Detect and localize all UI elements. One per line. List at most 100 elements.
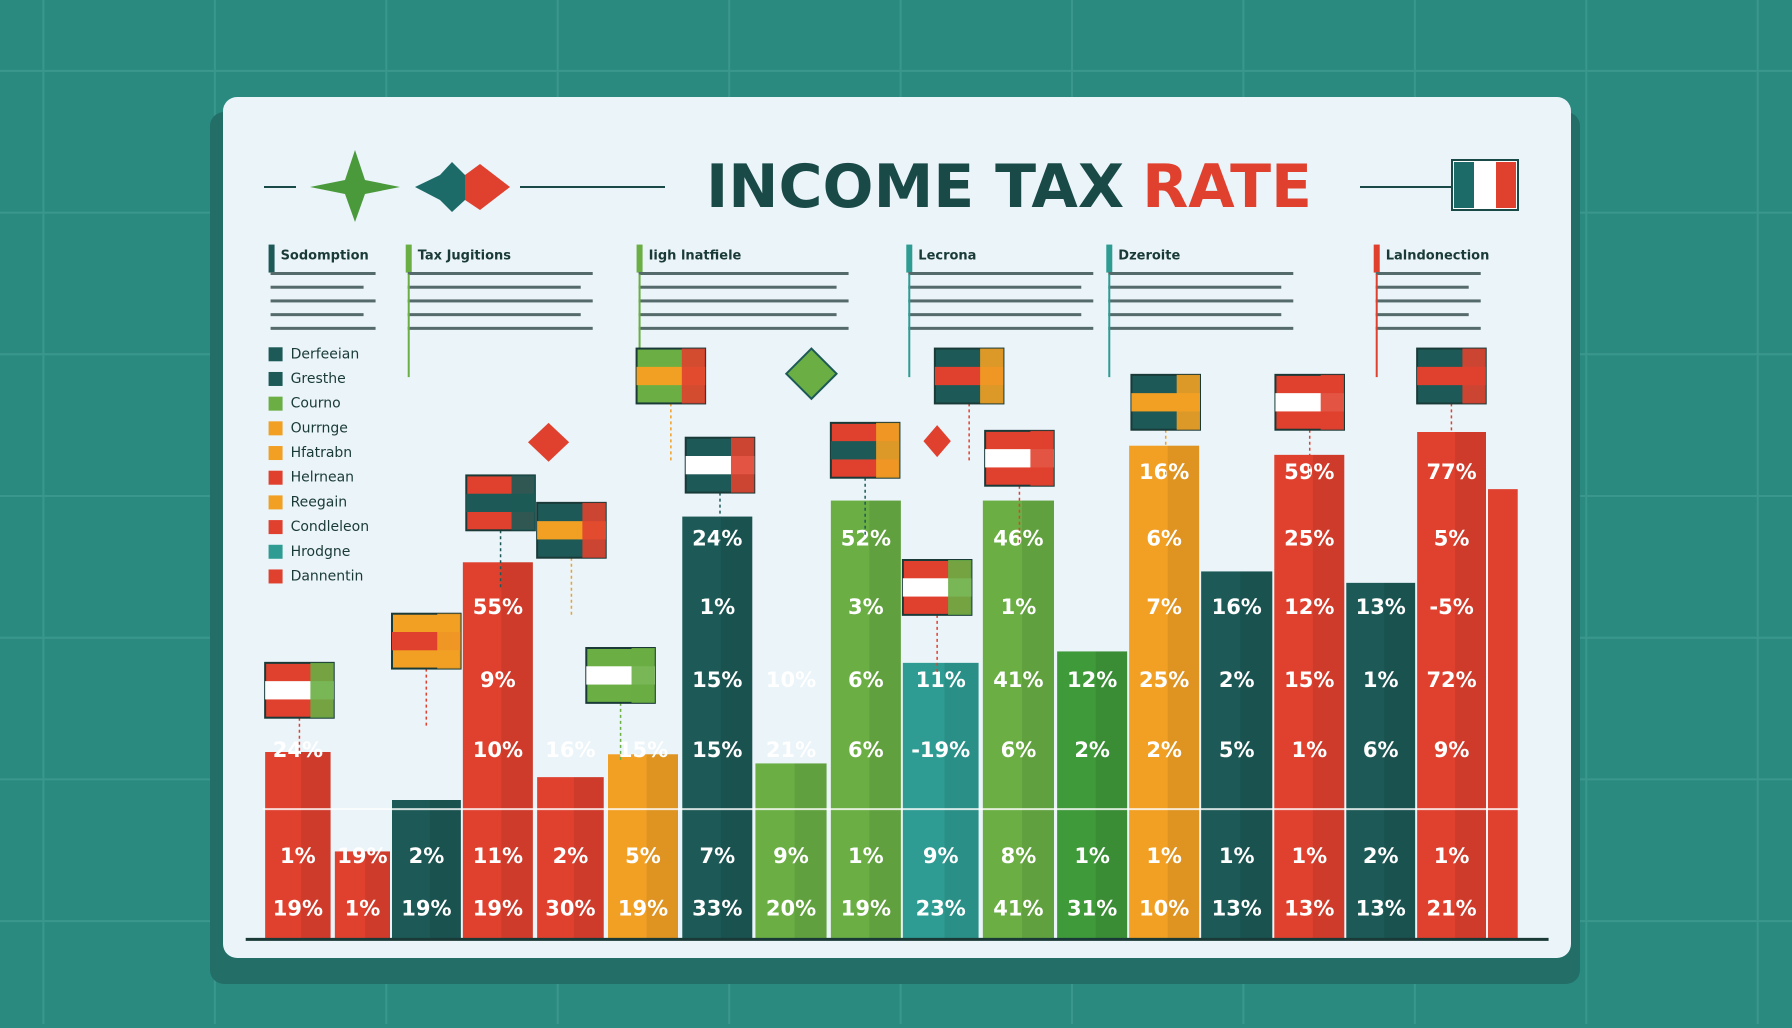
note-line bbox=[407, 313, 581, 317]
note-line bbox=[407, 299, 593, 303]
note-heading: Lalndonection bbox=[1386, 249, 1490, 264]
bar-label: 1% bbox=[1363, 668, 1399, 692]
bar-label: 1% bbox=[1291, 738, 1327, 762]
bar-label: 1% bbox=[848, 844, 884, 868]
notes: Sodomption Tax Jugitions Iigh lnatfiele Lec… bbox=[268, 244, 1490, 378]
legend-label: Dannentin bbox=[291, 568, 364, 584]
note-line bbox=[407, 285, 581, 289]
legend-label: Ourrnge bbox=[291, 420, 348, 436]
bar-label: 1% bbox=[1146, 844, 1182, 868]
bar-label: 2% bbox=[553, 844, 589, 868]
note-line bbox=[638, 299, 849, 303]
legend-swatch bbox=[268, 544, 283, 559]
bar-label: 9% bbox=[773, 844, 809, 868]
bar-label: 8% bbox=[1001, 844, 1037, 868]
bar-label: 9% bbox=[480, 668, 516, 692]
bar-label: 15% bbox=[618, 738, 668, 762]
bar-label: 6% bbox=[1363, 738, 1399, 762]
bar-label: 5% bbox=[625, 844, 661, 868]
legend-swatch bbox=[268, 396, 283, 411]
bar-label: 1% bbox=[1074, 844, 1110, 868]
note-line bbox=[1375, 272, 1481, 275]
bar-shade bbox=[944, 662, 979, 940]
bar bbox=[537, 777, 604, 940]
bar-label: 1% bbox=[699, 595, 735, 619]
note-heading: Sodomption bbox=[281, 249, 369, 264]
legend-label: Gresthe bbox=[291, 371, 346, 387]
bar-label: 12% bbox=[1284, 595, 1334, 619]
bar-label: 2% bbox=[1146, 738, 1182, 762]
bar bbox=[265, 752, 331, 940]
bar-label: 16% bbox=[1139, 460, 1189, 484]
flag-stripe bbox=[730, 437, 755, 493]
note-marker bbox=[906, 244, 913, 273]
bar-label: 3% bbox=[848, 595, 884, 619]
bar-label: 41% bbox=[993, 668, 1043, 692]
bar-label: 2% bbox=[1363, 844, 1399, 868]
note-line bbox=[1375, 313, 1469, 317]
note-line bbox=[270, 272, 376, 275]
bar-shade bbox=[794, 763, 827, 940]
bar-shade bbox=[1384, 582, 1416, 940]
note-marker bbox=[268, 244, 275, 273]
legend-swatch bbox=[268, 421, 283, 436]
bar bbox=[682, 516, 753, 940]
bar bbox=[608, 754, 678, 940]
bar-label: 52% bbox=[841, 526, 891, 550]
note-line bbox=[638, 326, 849, 330]
bar-label: 19% bbox=[841, 897, 891, 921]
bar-label: 77% bbox=[1426, 460, 1476, 484]
bar bbox=[1057, 651, 1128, 940]
bar-shade bbox=[869, 500, 901, 940]
bar-label: 11% bbox=[916, 668, 966, 692]
bar-label: 1% bbox=[1219, 844, 1255, 868]
flag-stripe bbox=[1496, 162, 1516, 208]
bar-label: 23% bbox=[916, 897, 966, 921]
bar-shade bbox=[429, 800, 461, 940]
bar-label: 13% bbox=[1356, 595, 1406, 619]
bar-label: 10% bbox=[473, 738, 523, 762]
note-line bbox=[1375, 285, 1469, 289]
note-line bbox=[270, 285, 364, 289]
bar-label: 72% bbox=[1426, 668, 1476, 692]
bar-label: 1% bbox=[1434, 844, 1470, 868]
bar-label: 13% bbox=[1212, 897, 1262, 921]
title-main: INCOME TAX bbox=[706, 152, 1124, 222]
bar bbox=[1417, 432, 1486, 940]
note-line bbox=[407, 272, 593, 275]
bar-label: 24% bbox=[692, 526, 742, 550]
bar-shade bbox=[501, 562, 533, 940]
bar-label: 15% bbox=[692, 668, 742, 692]
note-line bbox=[908, 272, 1094, 275]
note-line bbox=[908, 285, 1082, 289]
legend-label: Reegain bbox=[291, 494, 348, 510]
note-line bbox=[407, 326, 593, 330]
note-heading: Tax Jugitions bbox=[418, 249, 512, 264]
bar bbox=[1346, 582, 1416, 940]
star-icon bbox=[415, 162, 510, 212]
bar bbox=[755, 763, 827, 940]
star-icon bbox=[465, 164, 510, 210]
note-line bbox=[270, 326, 376, 330]
bar-label: 6% bbox=[848, 668, 884, 692]
bar bbox=[1201, 571, 1273, 940]
note-line bbox=[908, 313, 1082, 317]
bar-label: 46% bbox=[993, 526, 1043, 550]
legend-label: Derfeeian bbox=[291, 346, 360, 362]
note-line bbox=[1108, 272, 1294, 275]
bar-label: 11% bbox=[473, 844, 523, 868]
note-line bbox=[1108, 285, 1282, 289]
bar-label: 31% bbox=[1067, 897, 1117, 921]
legend-swatch bbox=[268, 495, 283, 510]
bar-label: 12% bbox=[1067, 668, 1117, 692]
bar-label: -5% bbox=[1429, 595, 1473, 619]
bar-label: 16% bbox=[545, 738, 595, 762]
note-line bbox=[270, 299, 376, 303]
flag-stripe bbox=[948, 560, 972, 615]
legend-swatch bbox=[268, 470, 283, 485]
bar bbox=[1129, 445, 1200, 940]
bar-label: 13% bbox=[1284, 897, 1334, 921]
bar-label: 1% bbox=[1291, 844, 1327, 868]
